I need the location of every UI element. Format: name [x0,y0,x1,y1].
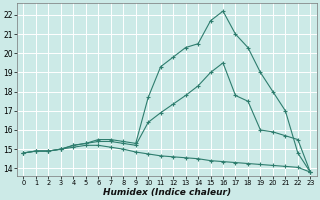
X-axis label: Humidex (Indice chaleur): Humidex (Indice chaleur) [103,188,231,197]
